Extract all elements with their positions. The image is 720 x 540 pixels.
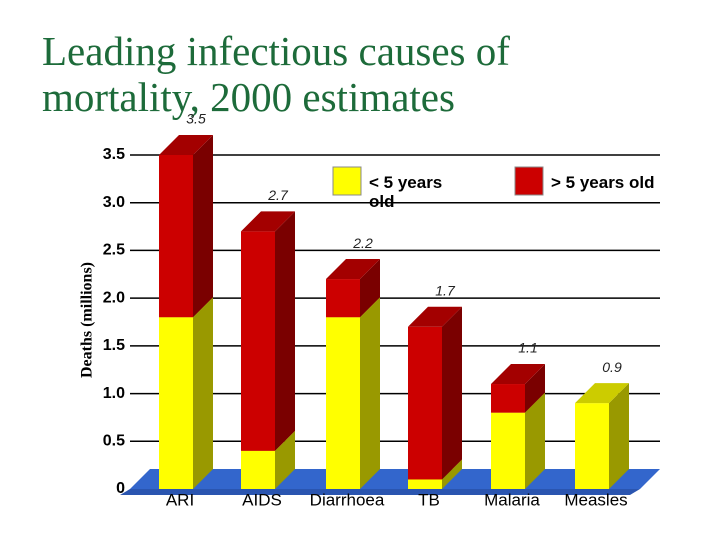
bar <box>241 450 275 489</box>
bar-side <box>525 392 545 489</box>
x-tick-label: TB <box>418 490 440 509</box>
y-tick-label: 0 <box>116 480 125 497</box>
bar-side <box>442 306 462 480</box>
y-tick-label: 1.0 <box>103 385 125 402</box>
y-tick-label: 1.5 <box>103 337 125 354</box>
y-tick-label: 2.0 <box>103 289 125 306</box>
bar <box>408 479 442 489</box>
total-label: 1.1 <box>518 340 537 356</box>
title-line: mortality, 2000 estimates <box>42 74 455 120</box>
bar-side <box>442 459 462 489</box>
legend-swatch <box>332 166 362 196</box>
bar-top <box>575 383 629 404</box>
bar <box>491 384 525 413</box>
total-label: 2.7 <box>267 187 289 203</box>
y-tick-label: 2.5 <box>103 242 125 259</box>
bar-side <box>360 297 380 489</box>
legend-label: < 5 years old <box>369 173 443 211</box>
bar <box>326 317 360 489</box>
bar <box>491 412 525 489</box>
x-tick-label: AIDS <box>242 490 282 509</box>
legend-item: < 5 years old <box>369 173 443 211</box>
legend-label: > 5 years old <box>551 173 655 192</box>
legend-swatch <box>514 166 544 196</box>
bar-top <box>159 135 213 155</box>
total-label: 0.9 <box>602 359 622 375</box>
total-label: 3.5 <box>186 111 206 127</box>
bar-top <box>326 259 380 280</box>
bar-side <box>275 211 295 451</box>
total-label: 2.2 <box>352 235 373 251</box>
bar <box>241 231 275 451</box>
bar <box>575 403 609 489</box>
bar <box>159 155 193 318</box>
bar <box>326 279 360 318</box>
bar-side <box>525 364 545 413</box>
title-line: Leading infectious causes of <box>42 28 510 74</box>
total-label: 1.7 <box>435 282 456 298</box>
floor-front <box>120 489 640 495</box>
x-tick-label: Malaria <box>484 490 540 509</box>
x-tick-label: Diarrhoea <box>310 490 385 509</box>
bar-side <box>609 383 629 489</box>
bar-side <box>193 135 213 318</box>
bar-side <box>275 430 295 489</box>
bar-top <box>408 306 462 327</box>
y-tick-label: 0.5 <box>103 433 125 450</box>
y-tick-label: 3.0 <box>103 194 125 211</box>
y-tick-label: 3.5 <box>103 146 125 163</box>
x-tick-label: ARI <box>166 490 194 509</box>
bar <box>408 326 442 480</box>
bar-top <box>241 211 295 232</box>
bar-side <box>193 297 213 489</box>
bar-top <box>491 364 545 385</box>
x-tick-label: Measles <box>564 490 627 509</box>
y-axis-label: Deaths (millions) <box>79 262 96 378</box>
bar-side <box>360 259 380 318</box>
bar <box>159 317 193 489</box>
legend-item: > 5 years old <box>551 173 655 192</box>
chart-title: Leading infectious causes of mortality, 2… <box>42 28 510 120</box>
